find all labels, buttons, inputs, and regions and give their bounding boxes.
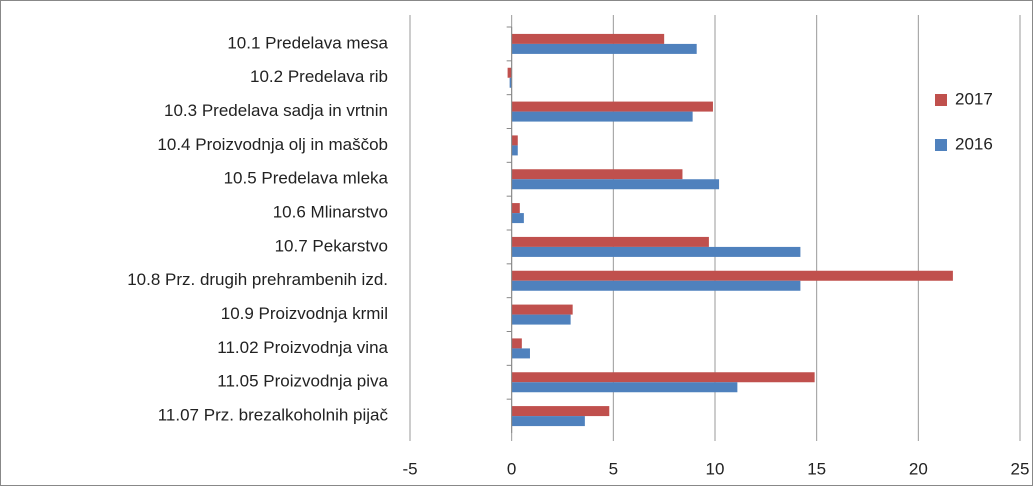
- bar: [511, 111, 693, 122]
- y-tick-label: 10.2 Predelava rib: [250, 67, 388, 86]
- bar: [511, 280, 801, 291]
- legend-swatch: [935, 94, 947, 106]
- bar: [509, 77, 512, 88]
- x-tick-label: -5: [402, 459, 417, 478]
- x-tick-label: 0: [507, 459, 516, 478]
- y-tick-label: 10.1 Predelava mesa: [227, 33, 388, 52]
- bar: [511, 213, 524, 224]
- bar: [511, 382, 738, 393]
- bar: [511, 348, 530, 359]
- y-tick-label: 10.9 Proizvodnja krmil: [221, 304, 388, 323]
- legend-label: 2017: [955, 89, 993, 108]
- bar: [507, 67, 512, 78]
- bar: [511, 33, 665, 44]
- bar: [511, 203, 520, 214]
- bar: [511, 179, 720, 190]
- bar: [511, 101, 713, 112]
- bar: [511, 304, 573, 315]
- y-tick-label: 10.3 Predelava sadja in vrtnin: [164, 101, 388, 120]
- y-tick-label: 10.4 Proizvodnja olj in maščob: [157, 135, 388, 154]
- bar: [511, 416, 585, 427]
- legend-label: 2016: [955, 134, 993, 153]
- x-tick-label: 15: [807, 459, 826, 478]
- y-tick-label: 10.8 Prz. drugih prehrambenih izd.: [127, 270, 388, 289]
- x-tick-label: 5: [609, 459, 618, 478]
- y-tick-label: 10.5 Predelava mleka: [224, 169, 389, 188]
- x-tick-label: 25: [1011, 459, 1030, 478]
- bar: [511, 169, 683, 180]
- bar: [511, 236, 709, 247]
- bar: [511, 314, 571, 325]
- y-tick-label: 10.6 Mlinarstvo: [273, 203, 388, 222]
- y-tick-label: 11.07 Prz. brezalkoholnih pijač: [158, 406, 389, 425]
- legend-swatch: [935, 139, 947, 151]
- bar: [511, 246, 801, 257]
- y-tick-label: 11.02 Proizvodnja vina: [217, 338, 388, 357]
- x-tick-label: 20: [909, 459, 928, 478]
- y-tick-label: 11.05 Proizvodnja piva: [217, 372, 388, 391]
- bar: [511, 135, 518, 146]
- bar: [511, 406, 610, 417]
- bar: [511, 145, 518, 156]
- bar: [511, 372, 815, 383]
- bar: [511, 43, 697, 54]
- bar: [511, 270, 953, 281]
- y-tick-label: 10.7 Pekarstvo: [275, 236, 388, 255]
- bar: [511, 338, 522, 349]
- x-tick-label: 10: [706, 459, 725, 478]
